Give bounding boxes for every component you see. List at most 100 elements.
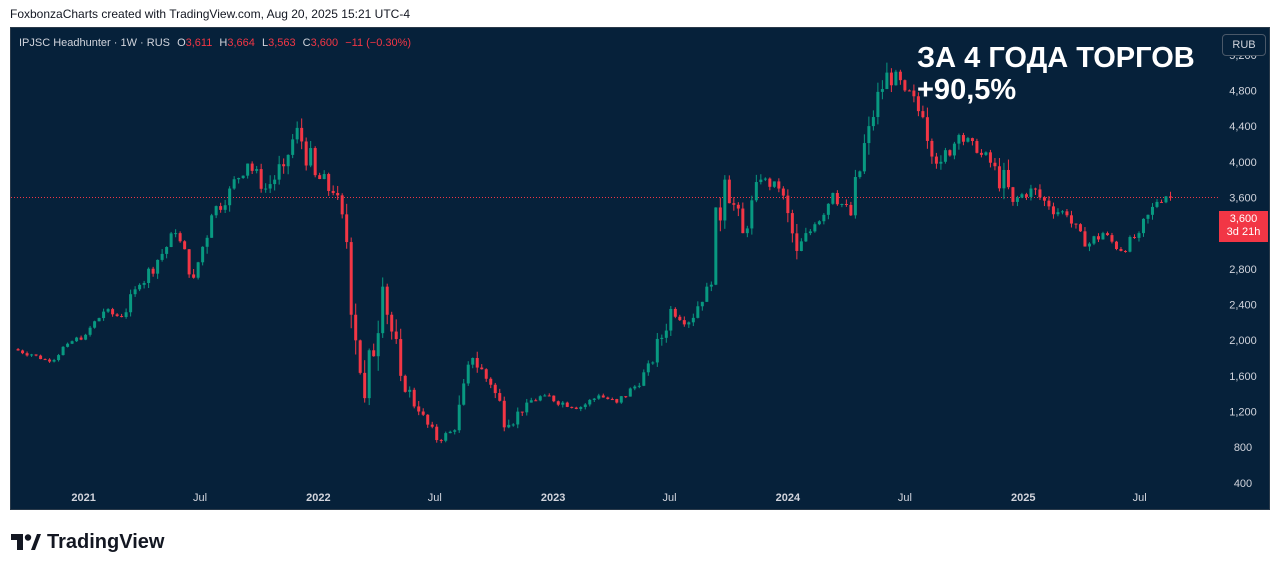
candle-down xyxy=(1105,231,1109,236)
candle-down xyxy=(556,400,560,407)
price-axis[interactable]: 4008001,2001,6002,0002,4002,8003,2003,60… xyxy=(1229,50,1257,490)
candle-up xyxy=(462,379,466,406)
candle-down xyxy=(16,348,20,351)
price-tick-label: 4,000 xyxy=(1229,157,1257,169)
candle-up xyxy=(669,305,673,336)
chart-panel[interactable]: 4008001,2001,6002,0002,4002,8003,2003,60… xyxy=(10,27,1270,510)
candle-down xyxy=(736,202,740,217)
candle-up xyxy=(1137,231,1141,242)
candle-down xyxy=(1024,192,1028,201)
time-tick-label: Jul xyxy=(898,492,912,504)
price-tick-label: 2,000 xyxy=(1229,335,1257,347)
candle-up xyxy=(147,267,151,288)
candle-down xyxy=(475,351,479,373)
candle-down xyxy=(480,364,484,370)
candle-up xyxy=(66,342,70,348)
candle-down xyxy=(219,202,223,213)
candle-up xyxy=(885,62,889,90)
candle-up xyxy=(628,387,632,397)
candle-down xyxy=(1047,196,1051,210)
candle-up xyxy=(129,289,133,317)
candle-down xyxy=(313,146,317,178)
candle-up xyxy=(817,220,821,226)
candle-down xyxy=(1065,208,1069,218)
candle-up xyxy=(448,430,452,434)
candle-down xyxy=(948,149,952,157)
candle-down xyxy=(912,84,916,103)
candle-down xyxy=(624,396,628,399)
candle-up xyxy=(538,395,542,402)
low-value: 3,563 xyxy=(268,37,296,49)
candle-down xyxy=(732,197,736,211)
candle-down xyxy=(574,406,578,410)
candle-up xyxy=(453,429,457,435)
candle-up xyxy=(57,353,61,362)
time-axis[interactable]: 2021 Jul 2022 Jul 2023 Jul 2024 Jul 2025 Jul xyxy=(71,492,1146,504)
candle-down xyxy=(349,237,353,329)
candle-down xyxy=(1114,240,1118,251)
candle-up xyxy=(30,353,34,357)
candle-up xyxy=(858,170,862,179)
candle-up xyxy=(772,181,776,188)
candle-up xyxy=(633,385,637,391)
candle-down xyxy=(601,393,605,398)
candle-down xyxy=(1006,159,1010,190)
candle-up xyxy=(205,235,209,254)
last-price-value: 3,600 xyxy=(1229,213,1258,225)
candle-down xyxy=(430,421,434,429)
candle-up xyxy=(273,175,277,191)
open-value: 3,611 xyxy=(185,37,213,49)
candle-up xyxy=(579,406,583,412)
candle-up xyxy=(1029,184,1033,201)
candle-down xyxy=(1083,227,1087,247)
candle-down xyxy=(21,349,25,355)
candle-up xyxy=(75,336,79,342)
tradingview-logo[interactable]: TradingView xyxy=(11,530,164,554)
candle-up xyxy=(367,348,371,406)
candle-down xyxy=(354,303,358,355)
candle-down xyxy=(1096,233,1100,243)
time-tick-label: 2021 xyxy=(71,492,95,504)
candle-up xyxy=(1155,199,1159,209)
high-value: 3,664 xyxy=(227,37,255,49)
candle-down xyxy=(1168,191,1172,201)
open-label: O xyxy=(177,37,186,49)
candle-down xyxy=(552,395,556,403)
candle-down xyxy=(1033,187,1037,195)
candle-down xyxy=(570,406,574,409)
candle-down xyxy=(781,186,785,200)
time-tick-label: 2023 xyxy=(541,492,565,504)
candle-down xyxy=(79,335,83,341)
candle-up xyxy=(156,259,160,279)
candle-up xyxy=(822,213,826,225)
time-tick-label: 2024 xyxy=(776,492,801,504)
candle-up xyxy=(102,308,106,321)
candle-down xyxy=(1051,202,1055,219)
candle-up xyxy=(813,222,817,233)
annotation-line-1: ЗА 4 ГОДА ТОРГОВ xyxy=(917,42,1195,74)
candle-down xyxy=(835,190,839,206)
time-tick-label: Jul xyxy=(193,492,207,504)
candle-down xyxy=(435,424,439,443)
time-tick-label: Jul xyxy=(428,492,442,504)
candle-up xyxy=(525,398,529,416)
candle-up xyxy=(516,407,520,429)
candle-down xyxy=(1011,186,1015,206)
currency-button[interactable]: RUB xyxy=(1222,34,1266,56)
candle-down xyxy=(192,268,196,279)
symbol-name[interactable]: IPJSC Headhunter · 1W · RUS xyxy=(19,37,170,49)
candle-down xyxy=(340,193,344,219)
candle-up xyxy=(853,169,857,219)
candle-down xyxy=(43,358,47,361)
candle-down xyxy=(997,158,1001,192)
candle-up xyxy=(1002,162,1006,200)
candle-up xyxy=(759,174,763,185)
price-tick-label: 2,400 xyxy=(1229,299,1257,311)
price-tick-label: 3,600 xyxy=(1229,192,1257,204)
candle-up xyxy=(619,395,623,404)
candle-down xyxy=(790,209,794,243)
candle-up xyxy=(957,133,961,150)
candle-up xyxy=(1056,208,1060,217)
candle-down xyxy=(493,382,497,399)
candle-down xyxy=(417,401,421,416)
